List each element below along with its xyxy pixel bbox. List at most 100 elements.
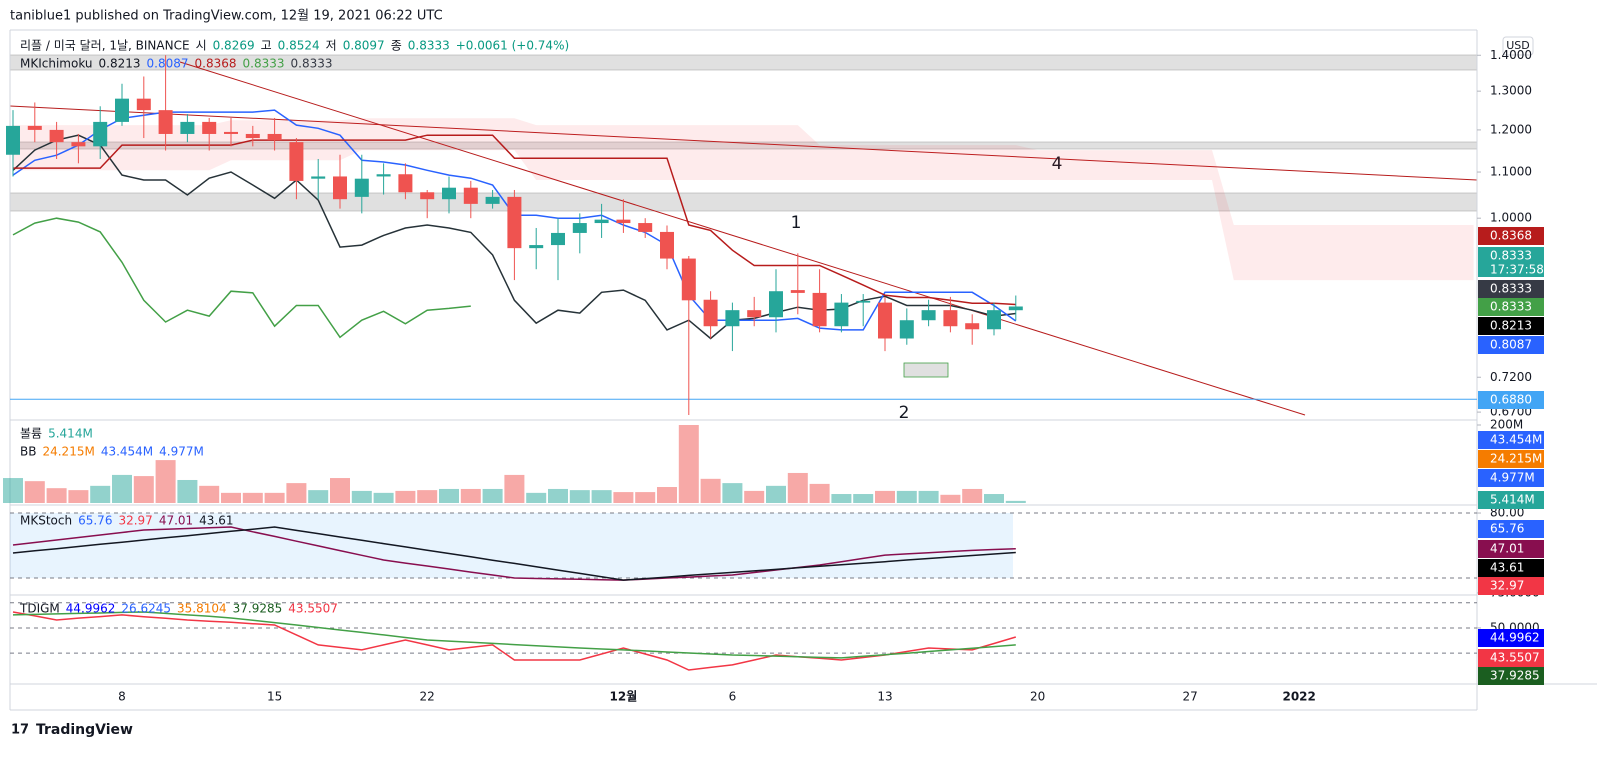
volume-bar [940,494,961,503]
legend-text: BB [20,445,36,459]
volume-bar [395,490,416,503]
legend-text: 0.8333 [243,57,285,71]
x-tick-label: 2022 [1282,690,1315,704]
y-tick-label: 1.0000 [1490,211,1532,225]
volume-bar [351,490,372,503]
price-label-bg [1478,317,1544,335]
legend-text: 47.01 [159,514,193,528]
candle-body [71,142,86,147]
candle-body [245,133,260,139]
volume-bar [177,479,198,503]
annotation: 4 [1052,154,1063,174]
logo: 17 [11,723,29,738]
legend-text: +0.0061 (+0.74%) [456,39,569,53]
candle-body [354,178,369,197]
legend-text: 44.9962 [66,602,116,616]
candle-body [49,129,64,143]
price-label: 47.01 [1490,542,1524,556]
price-label: 24.215M [1490,452,1542,466]
candle-body [551,232,565,246]
candle-body [93,121,108,147]
volume-bar [548,488,568,503]
candle-body [6,125,20,155]
legend-text: TDIGM [19,602,60,616]
legend-text: 65.76 [78,514,112,528]
volume-bar [90,485,111,503]
x-tick-label: 15 [267,690,282,704]
countdown: 17:37:58 [1490,263,1544,277]
currency-box[interactable] [1502,36,1534,56]
currency[interactable]: USD [1506,39,1530,52]
trend-line [9,105,1478,181]
volume-bar [635,492,656,503]
price-label-bg [1478,649,1544,667]
line [13,134,1016,306]
candle-body [812,292,827,327]
legend-text: 0.8269 [213,39,255,53]
candle-body [899,320,914,339]
legend-text: 0.8213 [99,57,141,71]
price-label: 0.8213 [1490,319,1532,333]
price-label: 65.76 [1490,522,1524,536]
candle-body [725,310,740,327]
candle-body [420,192,435,200]
price-label-bg [1478,491,1544,509]
price-label-bg [1478,280,1544,298]
price-label-bg [1478,469,1544,487]
legend-text: 43.5507 [288,602,338,616]
price-label: 44.9962 [1490,631,1540,645]
candle-body [987,310,1001,330]
zone [9,192,1478,212]
legend-text: 0.8524 [278,39,320,53]
volume-bar [482,488,503,503]
legend-text: 시 [196,39,207,53]
x-tick-label: 13 [877,690,892,704]
volume-bar [439,488,459,503]
volume-bar [526,492,547,503]
volume-bar [918,490,939,503]
volume-bar [962,488,983,503]
annotation: 1 [791,213,802,233]
price-label-bg [1478,629,1544,647]
price-label: 37.9285 [1490,669,1540,683]
volume-bar [112,474,132,503]
legend-text: 0.8368 [195,57,237,71]
line [12,134,1016,340]
volume-bar [264,492,285,503]
legend-text: 리플 / 미국 달러, 1날, BINANCE [20,39,190,53]
legend-text: 26.6245 [121,602,171,616]
x-tick-label: 27 [1183,690,1198,704]
y-tick-label: 80.00 [1490,506,1524,520]
legend-text: MKIchimoku [20,57,93,71]
volume-bar [657,487,677,503]
price-label-bg [1478,336,1544,354]
legend-text: 고 [261,39,272,53]
band-fill [10,513,1013,579]
volume-bar [199,485,220,503]
price-label: 43.5507 [1490,651,1540,665]
candle-body [747,310,762,318]
volume-bar [569,490,590,503]
line [12,526,1016,581]
candle-body [1008,306,1023,311]
legend-text: 5.414M [48,427,93,441]
volume-bar [613,492,634,503]
volume-bar [896,490,917,503]
line [12,611,1017,671]
candle-body [136,98,151,111]
x-tick-label: 12월 [610,689,638,704]
volume-bar [155,460,176,503]
price-label: 0.6880 [1490,393,1532,407]
volume-bar [330,478,350,503]
candle-body [594,219,609,224]
candle-body [921,310,936,321]
legend-text: 볼륨 [20,427,42,441]
y-tick-label: 0.7200 [1490,370,1532,384]
candle-body [638,223,653,232]
y-tick-label: 1.3000 [1490,84,1532,98]
volume-bar [286,483,307,503]
trend-line [179,61,1306,416]
volume-bar [853,494,874,503]
